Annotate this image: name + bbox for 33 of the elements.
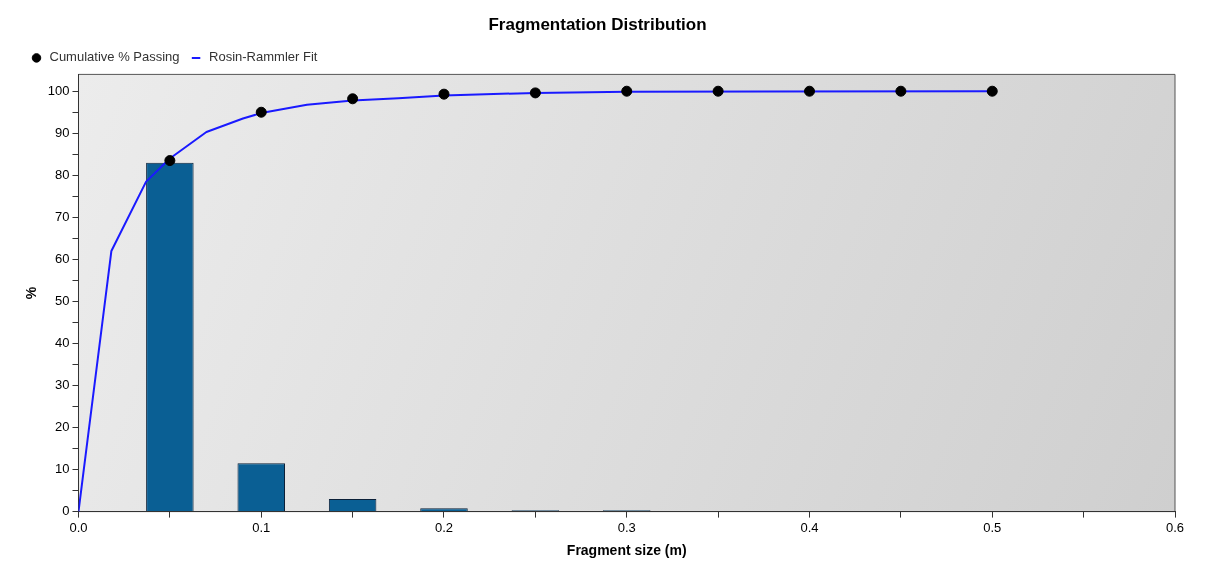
y-tick-label: 0 — [62, 503, 70, 519]
legend-label: Cumulative % Passing — [49, 49, 180, 65]
point — [438, 88, 450, 100]
y-tick-label: 40 — [55, 335, 70, 351]
x-tick-label: 0.6 — [1165, 519, 1185, 535]
y-tick-label: 60 — [55, 250, 70, 266]
x-tick-label: 0.2 — [434, 519, 454, 535]
x-axis-title: Fragment size (m) — [566, 542, 687, 559]
y-tick-label: 70 — [55, 208, 70, 224]
x-tick-label: 0.5 — [983, 519, 1002, 535]
x-tick-label: 0.3 — [617, 519, 636, 535]
y-tick-label: 80 — [55, 166, 70, 182]
point — [164, 155, 176, 167]
y-tick-label: 30 — [55, 377, 70, 393]
point — [986, 85, 998, 97]
point — [529, 87, 541, 99]
y-tick-label: 100 — [47, 82, 70, 98]
y-tick-label: 20 — [55, 419, 70, 435]
y-axis-title: % — [23, 286, 40, 300]
y-tick-label: 10 — [55, 461, 70, 477]
x-tick-label: 0.4 — [800, 519, 819, 535]
point — [621, 85, 633, 97]
legend-label: Rosin-Rammler Fit — [209, 49, 318, 65]
point — [347, 93, 359, 105]
x-tick-label: 0.0 — [69, 519, 88, 535]
chart-title: Fragmentation Distribution — [488, 14, 707, 34]
point — [804, 85, 815, 97]
point — [255, 106, 267, 118]
point — [712, 85, 724, 97]
point — [895, 85, 907, 97]
y-tick-label: 50 — [55, 292, 70, 308]
x-tick-label: 0.1 — [252, 519, 271, 535]
y-tick-label: 90 — [55, 124, 70, 140]
